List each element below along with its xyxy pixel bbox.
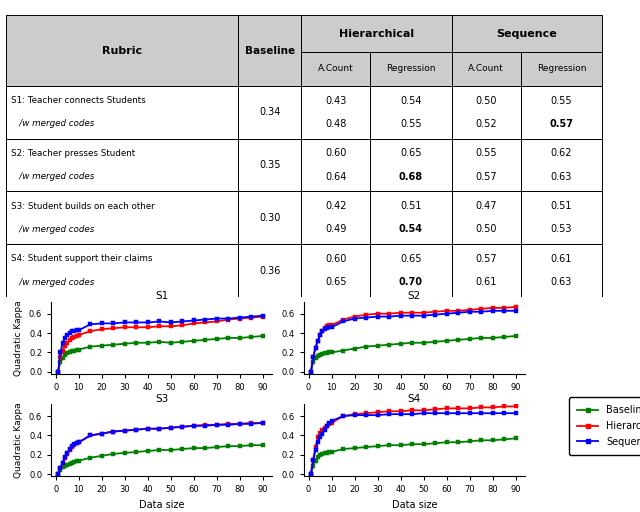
FancyBboxPatch shape: [521, 139, 602, 191]
Text: 0.64: 0.64: [325, 172, 346, 182]
FancyBboxPatch shape: [301, 52, 370, 86]
FancyBboxPatch shape: [239, 191, 301, 244]
FancyBboxPatch shape: [452, 139, 521, 191]
Title: S3: S3: [155, 394, 168, 403]
Title: S1: S1: [155, 291, 168, 301]
Text: 0.50: 0.50: [476, 96, 497, 105]
FancyBboxPatch shape: [239, 86, 301, 139]
Text: 0.49: 0.49: [325, 224, 346, 234]
Text: 0.60: 0.60: [325, 148, 346, 158]
Text: 0.57: 0.57: [476, 172, 497, 182]
Legend: Baseline, Hierarchical, Sequence: Baseline, Hierarchical, Sequence: [569, 397, 640, 455]
Text: 0.36: 0.36: [259, 266, 280, 275]
Text: A.Count: A.Count: [468, 65, 504, 73]
Text: /w merged codes: /w merged codes: [12, 278, 95, 287]
Y-axis label: Quadratic Kappa: Quadratic Kappa: [14, 300, 24, 376]
Text: S2: Teacher presses Student: S2: Teacher presses Student: [12, 149, 136, 158]
Text: 0.62: 0.62: [551, 148, 572, 158]
Text: 0.61: 0.61: [551, 254, 572, 264]
FancyBboxPatch shape: [301, 15, 452, 52]
Text: Sequence: Sequence: [497, 29, 557, 39]
Title: S2: S2: [408, 291, 421, 301]
Text: Hierarchical: Hierarchical: [339, 29, 414, 39]
Text: /w merged codes: /w merged codes: [12, 172, 95, 181]
Text: 0.57: 0.57: [550, 119, 573, 129]
FancyBboxPatch shape: [521, 244, 602, 297]
FancyBboxPatch shape: [370, 244, 452, 297]
FancyBboxPatch shape: [6, 139, 239, 191]
FancyBboxPatch shape: [452, 15, 602, 52]
FancyBboxPatch shape: [301, 86, 370, 139]
Text: 0.51: 0.51: [400, 201, 422, 211]
Text: 0.35: 0.35: [259, 160, 280, 170]
Text: 0.34: 0.34: [259, 107, 280, 117]
Text: 0.65: 0.65: [400, 254, 422, 264]
Text: 0.43: 0.43: [325, 96, 346, 105]
Text: 0.42: 0.42: [325, 201, 346, 211]
FancyBboxPatch shape: [452, 244, 521, 297]
Text: 0.53: 0.53: [551, 224, 572, 234]
FancyBboxPatch shape: [301, 191, 370, 244]
Text: 0.68: 0.68: [399, 172, 423, 182]
FancyBboxPatch shape: [6, 244, 239, 297]
Text: S1: Teacher connects Students: S1: Teacher connects Students: [12, 96, 146, 105]
FancyBboxPatch shape: [6, 15, 239, 86]
FancyBboxPatch shape: [370, 86, 452, 139]
Text: Regression: Regression: [386, 65, 436, 73]
Text: A.Count: A.Count: [318, 65, 353, 73]
FancyBboxPatch shape: [521, 52, 602, 86]
Text: 0.60: 0.60: [325, 254, 346, 264]
Text: 0.51: 0.51: [551, 201, 572, 211]
Y-axis label: Quadratic Kappa: Quadratic Kappa: [14, 402, 24, 478]
Text: 0.50: 0.50: [476, 224, 497, 234]
Text: 0.65: 0.65: [325, 277, 346, 287]
Text: 0.48: 0.48: [325, 119, 346, 129]
X-axis label: Data size: Data size: [139, 500, 184, 510]
Text: 0.52: 0.52: [476, 119, 497, 129]
FancyBboxPatch shape: [239, 139, 301, 191]
Text: /w merged codes: /w merged codes: [12, 119, 95, 129]
Text: /w merged codes: /w merged codes: [12, 225, 95, 234]
FancyBboxPatch shape: [452, 191, 521, 244]
FancyBboxPatch shape: [6, 191, 239, 244]
FancyBboxPatch shape: [370, 139, 452, 191]
Text: 0.30: 0.30: [259, 213, 280, 223]
FancyBboxPatch shape: [452, 52, 521, 86]
X-axis label: Data size: Data size: [392, 500, 437, 510]
Text: 0.63: 0.63: [551, 277, 572, 287]
Text: 0.61: 0.61: [476, 277, 497, 287]
Text: S3: Student builds on each other: S3: Student builds on each other: [12, 202, 155, 210]
Text: 0.55: 0.55: [400, 119, 422, 129]
FancyBboxPatch shape: [301, 139, 370, 191]
FancyBboxPatch shape: [239, 244, 301, 297]
Text: 0.54: 0.54: [400, 96, 422, 105]
Text: Regression: Regression: [537, 65, 586, 73]
Text: S4: Student support their claims: S4: Student support their claims: [12, 254, 153, 264]
Text: 0.65: 0.65: [400, 148, 422, 158]
Text: 0.70: 0.70: [399, 277, 423, 287]
FancyBboxPatch shape: [370, 191, 452, 244]
Text: Rubric: Rubric: [102, 46, 143, 56]
FancyBboxPatch shape: [6, 86, 239, 139]
Text: 0.55: 0.55: [476, 148, 497, 158]
FancyBboxPatch shape: [521, 86, 602, 139]
FancyBboxPatch shape: [239, 15, 301, 86]
FancyBboxPatch shape: [521, 191, 602, 244]
Text: Baseline: Baseline: [244, 46, 295, 56]
FancyBboxPatch shape: [301, 244, 370, 297]
Title: S4: S4: [408, 394, 421, 403]
FancyBboxPatch shape: [370, 52, 452, 86]
FancyBboxPatch shape: [452, 86, 521, 139]
Text: 0.63: 0.63: [551, 172, 572, 182]
Text: 0.57: 0.57: [476, 254, 497, 264]
Text: 0.47: 0.47: [476, 201, 497, 211]
Text: 0.55: 0.55: [550, 96, 572, 105]
Text: 0.54: 0.54: [399, 224, 423, 234]
